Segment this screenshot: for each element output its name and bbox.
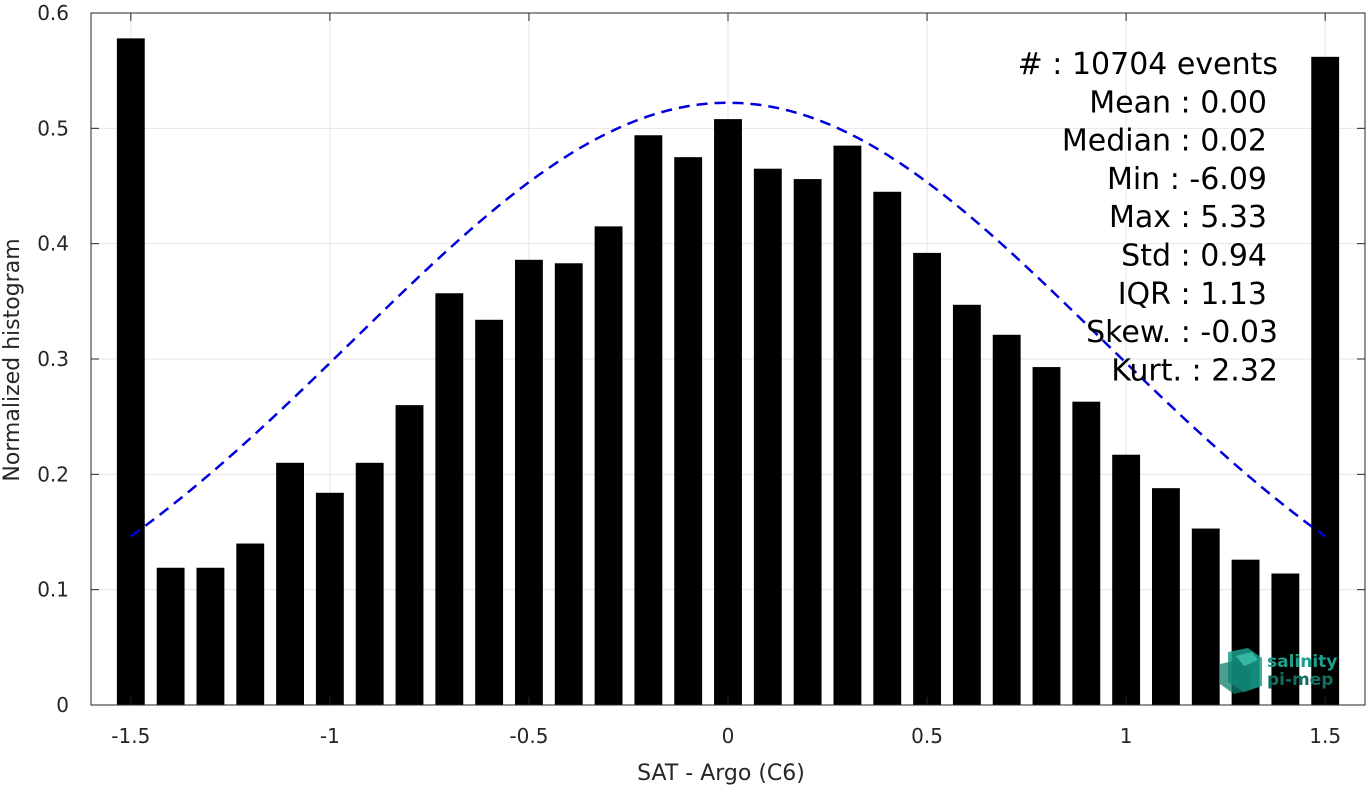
y-tick-label: 0.4 — [37, 232, 69, 256]
histogram-bar — [395, 405, 424, 705]
y-tick-labels: 0 0.1 0.2 0.3 0.4 0.5 0.6 — [37, 1, 69, 717]
histogram-bar — [793, 179, 822, 705]
x-tick-label: -1 — [320, 724, 340, 748]
histogram-bar — [196, 567, 225, 705]
logo-text-salinity: salinity — [1267, 652, 1337, 672]
histogram-bar — [714, 119, 742, 705]
ticks — [91, 12, 1365, 706]
stat-line: Kurt. : 2.32 — [1111, 353, 1278, 388]
stat-line: IQR : 1.13 — [1118, 277, 1267, 312]
histogram-bar — [674, 157, 703, 705]
histogram-bar — [355, 462, 384, 705]
histogram-bar — [594, 226, 623, 705]
histogram-bar — [1311, 56, 1340, 706]
histogram-bar — [992, 334, 1021, 705]
histogram-bar — [554, 263, 583, 705]
stat-line: Median : 0.02 — [1062, 124, 1267, 159]
histogram-bar — [952, 304, 981, 705]
stat-line: Max : 5.33 — [1109, 200, 1267, 235]
histogram-bar — [116, 38, 145, 705]
histogram-bar — [315, 492, 344, 705]
x-tick-label: 0 — [722, 724, 735, 748]
y-tick-label: 0.1 — [37, 578, 69, 602]
x-tick-label: -0.5 — [509, 724, 548, 748]
x-tick-label: 1.5 — [1309, 724, 1341, 748]
histogram-bar — [1072, 401, 1101, 705]
x-axis-label: SAT - Argo (C6) — [637, 761, 805, 786]
x-tick-label: -1.5 — [111, 724, 150, 748]
x-tick-label: 0.5 — [911, 724, 943, 748]
histogram-bar — [236, 543, 265, 705]
histogram-bar — [1152, 488, 1180, 705]
histogram-bar — [1271, 573, 1300, 705]
x-tick-labels: -1.5 -1 -0.5 0 0.5 1 1.5 — [111, 724, 1341, 748]
histogram-bar — [435, 293, 464, 705]
logo-text-pi-mep: pi-mep — [1267, 670, 1333, 690]
bars — [116, 38, 1340, 706]
stat-line: Min : -6.09 — [1107, 162, 1267, 197]
histogram-bar — [276, 462, 304, 705]
histogram-bar — [873, 191, 902, 705]
stat-line: Skew. : -0.03 — [1086, 315, 1278, 350]
y-tick-label: 0.3 — [37, 347, 69, 371]
histogram-bar — [475, 319, 504, 705]
histogram-bar — [753, 168, 782, 705]
histogram-bar — [156, 567, 185, 705]
stat-line: Mean : 0.00 — [1089, 85, 1267, 120]
y-axis-label: Normalized histogram — [0, 238, 25, 481]
y-tick-label: 0.6 — [37, 1, 69, 25]
histogram-bar — [833, 145, 862, 706]
cube-icon — [1220, 648, 1262, 694]
y-tick-label: 0.2 — [37, 462, 69, 486]
salinity-pi-mep-logo: salinity pi-mep — [1220, 648, 1337, 694]
histogram-bar — [1032, 367, 1061, 705]
histogram-bar — [1191, 528, 1220, 705]
histogram-bar — [1112, 454, 1141, 705]
histogram-bar — [634, 135, 663, 706]
histogram-bar — [515, 259, 543, 705]
stat-line: # : 10704 events — [1018, 47, 1278, 82]
y-tick-label: 0.5 — [37, 116, 69, 140]
stat-line: Std : 0.94 — [1121, 239, 1267, 274]
histogram-bar — [913, 252, 941, 706]
y-tick-label: 0 — [56, 693, 69, 717]
x-tick-label: 1 — [1120, 724, 1133, 748]
